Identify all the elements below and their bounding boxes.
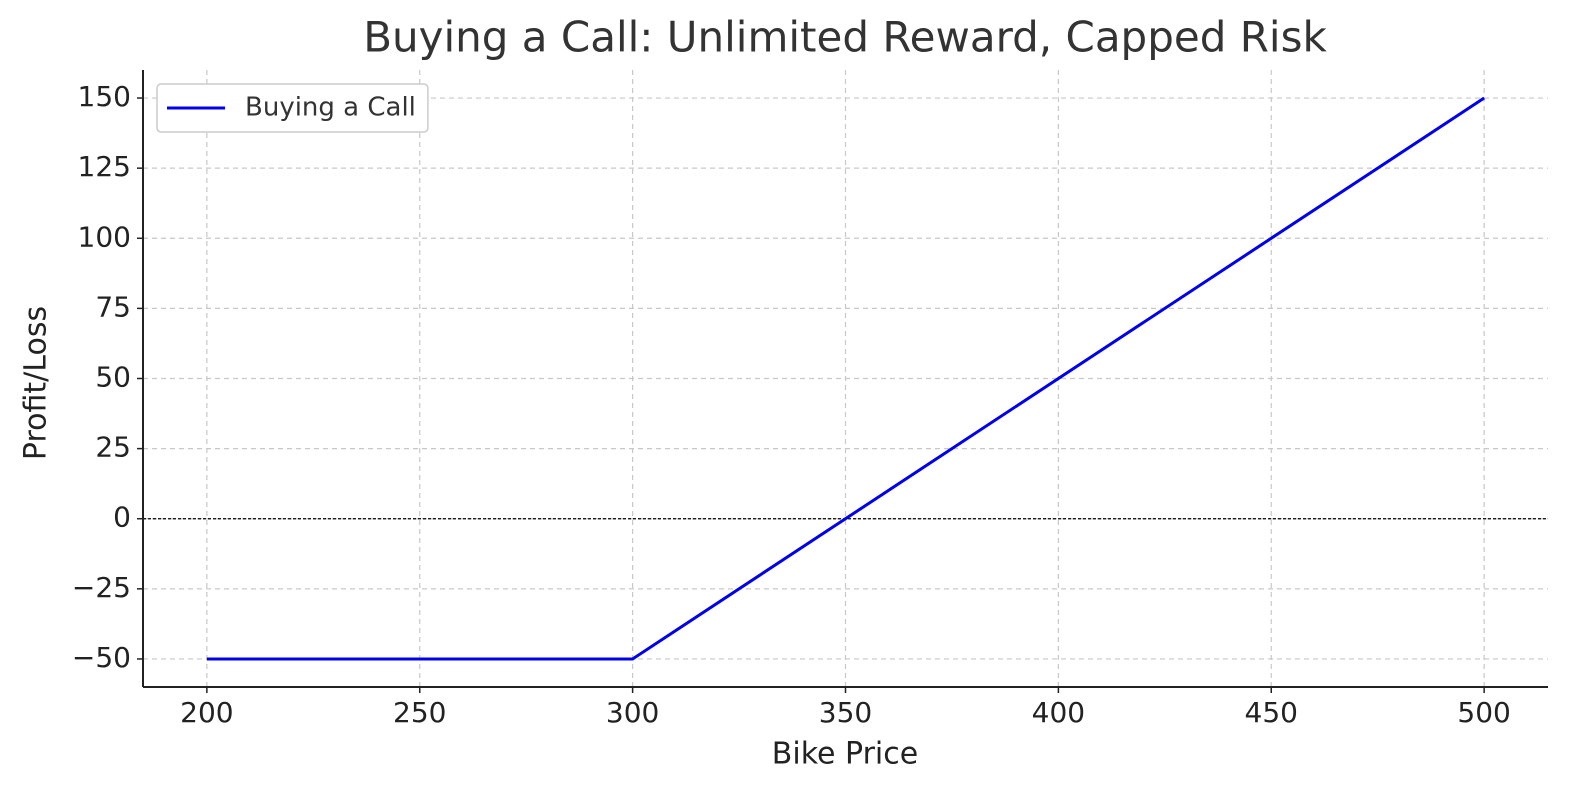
y-tick-label: 50: [95, 361, 131, 394]
legend-box: [156, 83, 429, 133]
y-tick-label: 100: [78, 220, 131, 253]
legend-label: Buying a Call: [245, 93, 416, 123]
chart-title: Buying a Call: Unlimited Reward, Capped …: [363, 13, 1327, 62]
x-axis-label: Bike Price: [772, 737, 918, 772]
data-line: [206, 96, 1485, 661]
y-tick-label: −25: [72, 571, 131, 604]
y-tick-label: 125: [78, 150, 131, 183]
x-tick-label: 500: [1457, 696, 1510, 729]
y-tick-label: 25: [95, 431, 131, 464]
y-tick-label: −50: [72, 641, 131, 674]
x-tick-label: 400: [1032, 696, 1085, 729]
y-tick-label: 150: [78, 80, 131, 113]
x-tick-label: 250: [393, 696, 446, 729]
y-tick-label: 0: [113, 501, 131, 534]
y-axis-label: Profit/Loss: [19, 306, 54, 460]
x-tick-label: 200: [180, 696, 233, 729]
y-tick-label: 75: [95, 290, 131, 323]
x-tick-label: 350: [819, 696, 872, 729]
x-tick-label: 450: [1245, 696, 1298, 729]
x-tick-label: 300: [606, 696, 659, 729]
legend: Buying a Call: [156, 83, 429, 133]
